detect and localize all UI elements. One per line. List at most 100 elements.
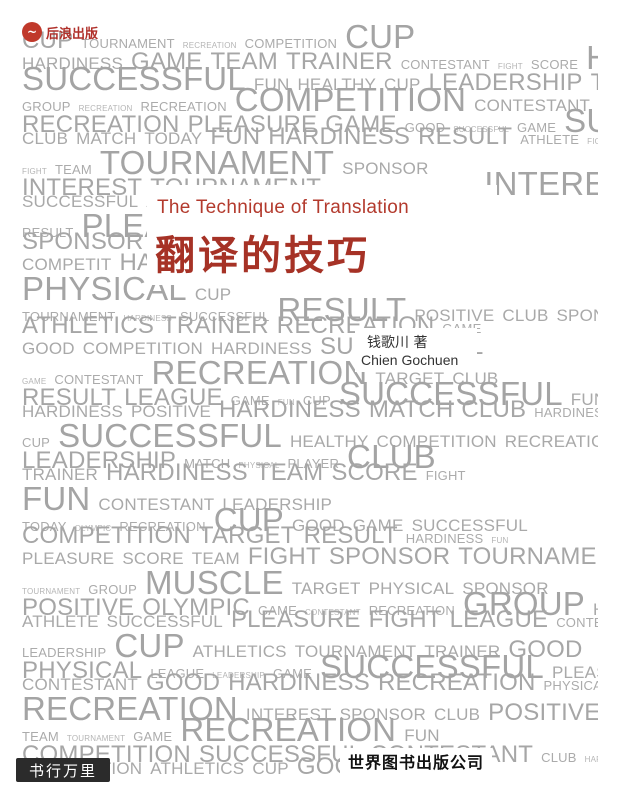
background-word: MATCH bbox=[76, 129, 137, 148]
background-word: RESULT bbox=[303, 524, 398, 548]
word-row: PLEASURESCORETEAMFIGHTSPONSORTOURNAMENTT… bbox=[22, 545, 598, 569]
background-word: TOURNAMENT bbox=[458, 545, 598, 569]
background-word: SUCCESSFUL bbox=[453, 125, 510, 134]
background-word: GAME bbox=[257, 603, 298, 618]
background-word: ATHLETE bbox=[22, 612, 99, 631]
background-word: FIGHT bbox=[425, 468, 466, 483]
background-word: COMPETITION bbox=[82, 339, 204, 358]
background-word: FUN bbox=[491, 536, 509, 545]
word-row: CLUB MATCH TODAY FUN HARDINESS RESULT ATHLETE F… bbox=[22, 125, 598, 149]
background-word: TRAINER bbox=[424, 642, 501, 661]
background-word: TRAINER bbox=[162, 314, 269, 338]
background-word: FUN bbox=[210, 125, 261, 149]
background-word: TOURNAMENT bbox=[22, 309, 116, 324]
background-word: CUP bbox=[213, 503, 284, 536]
background-word: TODAY bbox=[144, 129, 203, 148]
background-word: FUN bbox=[277, 398, 295, 407]
background-word: LEAGUE bbox=[449, 608, 549, 632]
word-row: FUN CONTESTANT LEADERSHIP bbox=[22, 482, 598, 515]
background-word: CONTESTANT bbox=[305, 608, 361, 617]
background-word: HEALTHY bbox=[297, 75, 376, 94]
watermark-badge: 书行万里 bbox=[16, 758, 110, 782]
background-word: ATHLETICS bbox=[22, 314, 155, 338]
background-word: ATHLETE bbox=[520, 132, 580, 147]
background-word: OLYMPIC bbox=[74, 524, 112, 533]
background-word: HARDINESS bbox=[219, 398, 361, 422]
background-word: TEAM bbox=[255, 461, 324, 485]
background-word: MUSCLE bbox=[144, 566, 284, 599]
background-word: PHYSICAL bbox=[543, 678, 598, 693]
background-word: PLEASURE bbox=[230, 608, 361, 632]
word-row: FIGHT TEAM TOURNAMENT SPONSOR bbox=[22, 146, 598, 179]
wave-logo-icon: ~ bbox=[22, 22, 42, 42]
background-word: FIGHT bbox=[22, 167, 47, 176]
word-row: GAME CONTESTANT RECREATION TARGET CLUB bbox=[22, 356, 598, 389]
background-word: LEADERSHIP bbox=[22, 447, 177, 473]
background-word: CONTESTANT bbox=[556, 615, 598, 630]
background-word: CUP bbox=[114, 629, 185, 662]
word-row: SUCCESSFULFUNHEALTHYCUPLEADERSHIPTEAMMAT… bbox=[22, 62, 598, 95]
word-row: GROUP RECREATION RECREATION COMPETITION CONT… bbox=[22, 83, 598, 116]
background-word: MATCH bbox=[184, 456, 231, 471]
background-word: RESULT bbox=[418, 125, 513, 149]
background-word: CUP bbox=[302, 393, 331, 408]
background-word: INTEREST bbox=[484, 167, 598, 200]
background-word: COMPETITION bbox=[22, 524, 191, 548]
background-word: HARDINESS bbox=[586, 41, 598, 74]
background-word: PLEASURE bbox=[22, 549, 115, 568]
background-word: SUCCESSFUL bbox=[22, 192, 139, 211]
background-word: SUCCESSFUL bbox=[106, 612, 223, 631]
background-word: SCORE bbox=[331, 461, 418, 485]
word-row: TOURNAMENT HARDINESS SUCCESSFUL RESULT POSIT… bbox=[22, 293, 598, 326]
background-word: SUCCESSFUL bbox=[411, 516, 528, 535]
word-row: TRAINER HARDINESS TEAM SCORE FIGHT bbox=[22, 461, 598, 485]
background-word: TOURNAMENT bbox=[66, 734, 126, 743]
publisher-logo: ~ 后浪出版 bbox=[22, 22, 98, 42]
background-word: HEALTHY bbox=[289, 432, 369, 451]
author-panel: 钱歌川 著 Chien Gochuen bbox=[355, 328, 477, 372]
background-word: SPONSOR bbox=[556, 306, 598, 325]
background-word: ATHLETICS bbox=[150, 759, 245, 778]
background-word: CUP bbox=[252, 759, 289, 778]
word-row: HARDINESS POSITIVE HARDINESS MATCH CLUB HARDI… bbox=[22, 398, 598, 422]
background-word: RECREATION bbox=[368, 603, 455, 618]
background-word: GROUP bbox=[22, 99, 71, 114]
background-word: PLAYER bbox=[287, 456, 340, 471]
background-word: TEAM bbox=[210, 48, 278, 74]
background-word: CLUB bbox=[461, 398, 527, 422]
background-word: PHYSICAL bbox=[368, 579, 455, 598]
background-word: OLYMPIC bbox=[142, 594, 250, 620]
background-word: CUP bbox=[22, 435, 51, 450]
background-word: ATHLETICS bbox=[192, 642, 287, 661]
background-word: LEADERSHIP bbox=[212, 671, 265, 680]
background-word: SPONSOR bbox=[342, 159, 429, 178]
background-word: GAME bbox=[131, 48, 203, 74]
background-word: TARGET bbox=[198, 524, 296, 548]
background-word: POSITIVE bbox=[22, 594, 135, 620]
background-word: INTEREST bbox=[22, 174, 143, 200]
background-word: GOOD bbox=[145, 671, 221, 695]
background-word: TEAM bbox=[591, 71, 598, 95]
background-word: COMPETITION bbox=[244, 36, 338, 51]
background-word: CLUB bbox=[502, 306, 549, 325]
word-row: CUP TOURNAMENT RECREATION COMPETITION CUP bbox=[22, 20, 598, 53]
background-word: SUCCESSFUL bbox=[179, 309, 270, 324]
background-word: SPONSOR bbox=[339, 705, 426, 724]
background-word: TARGET bbox=[291, 579, 361, 598]
background-word: FUN bbox=[570, 390, 598, 409]
background-word: COMPETITION bbox=[234, 83, 467, 116]
background-word: RECREATION bbox=[119, 519, 206, 534]
background-word: FIGHT bbox=[368, 608, 442, 632]
background-word: POSITIVE bbox=[414, 306, 495, 325]
background-word: PLEASURE bbox=[551, 663, 598, 682]
english-title: The Technique of Translation bbox=[157, 197, 410, 218]
background-word: TEAM bbox=[22, 729, 59, 744]
background-word: SPONSOR bbox=[328, 545, 451, 569]
background-word: GOOD bbox=[22, 339, 75, 358]
background-word: CUP bbox=[384, 75, 421, 94]
word-row: PHYSICAL CUP bbox=[22, 272, 598, 305]
word-row: POSITIVE OLYMPIC GAME CONTESTANT RECREATION G… bbox=[22, 587, 598, 620]
background-word: CONTESTANT bbox=[98, 495, 215, 514]
background-word: RECREATION bbox=[377, 671, 536, 695]
